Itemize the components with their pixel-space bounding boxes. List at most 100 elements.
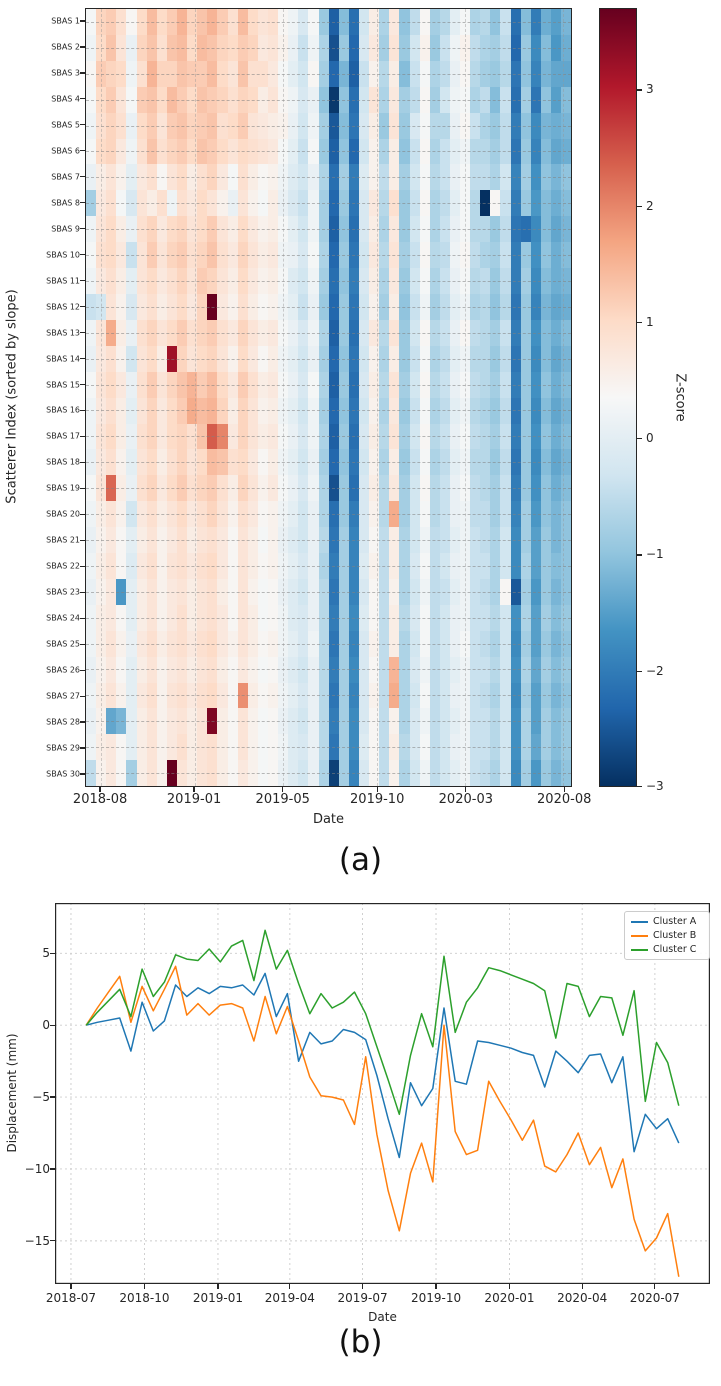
heatmap-cell (551, 578, 562, 605)
heatmap-cell (176, 553, 188, 579)
heatmap-cell (227, 553, 238, 579)
heatmap-cell (278, 9, 289, 35)
heatmap-cell (358, 190, 370, 217)
heatmap-cell (136, 164, 147, 191)
heatmap-cell (237, 371, 248, 398)
heatmap-cell (278, 268, 289, 294)
heatmap-cell (399, 242, 410, 269)
heatmap-cell (308, 164, 319, 191)
heatmap-cell (470, 397, 481, 424)
heatmap-cell (480, 60, 491, 87)
heatmap-cell (116, 345, 127, 372)
heatmap-cell (439, 138, 450, 165)
heatmap-cell (146, 216, 157, 243)
heatmap-cell (136, 60, 147, 87)
heatmap-cell (227, 397, 238, 424)
heatmap-cell (510, 708, 521, 735)
heatmap-cell (409, 682, 420, 709)
heatmap-cell (490, 708, 501, 735)
heatmap-cell (328, 527, 339, 554)
heatmap-cell (379, 9, 390, 35)
heatmap-cell (500, 423, 511, 450)
heatmap-cell (247, 760, 258, 787)
line-chart-plot-area (55, 903, 710, 1284)
heatmap-cell (197, 112, 208, 139)
heatmap-cell (399, 216, 410, 243)
heatmap-cell (257, 475, 268, 502)
heatmap-cell (298, 216, 309, 243)
heatmap-cell (439, 760, 450, 787)
heatmap-cell (520, 216, 531, 243)
heatmap-cell (308, 216, 319, 243)
legend-item: Cluster B (631, 930, 703, 941)
heatmap-cell (288, 397, 299, 424)
heatmap-cell (439, 527, 450, 554)
heatmap-cell (358, 397, 370, 424)
heatmap-cell (176, 345, 188, 372)
colorbar-tick-mark (637, 554, 642, 556)
heatmap-cell (470, 656, 481, 683)
heatmap-cell (257, 449, 268, 476)
heatmap-cell (338, 449, 349, 476)
heatmap-cell (328, 475, 339, 502)
heatmap-cell (106, 449, 117, 476)
heatmap-cell (530, 475, 541, 502)
heatmap-cell (308, 449, 319, 476)
heatmap-cell (146, 397, 157, 424)
heatmap-cell (146, 242, 157, 269)
heatmap-row-label: SBAS 2 (51, 42, 80, 52)
heatmap-cell (308, 708, 319, 735)
heatmap-cell (197, 760, 208, 787)
heatmap-cell (237, 86, 248, 113)
heatmap-row-label: SBAS 7 (51, 172, 80, 182)
heatmap-row (86, 734, 572, 761)
heatmap-cell (247, 86, 258, 113)
heatmap-cell (187, 475, 198, 502)
heatmap-cell (510, 682, 521, 709)
heatmap-cell (470, 9, 481, 35)
heatmap-cell (197, 345, 208, 372)
heatmap-cell (237, 164, 248, 191)
heatmap-cell (369, 760, 380, 787)
heatmap-cell (409, 293, 420, 320)
heatmap-cell (520, 242, 531, 269)
heatmap-cell (460, 190, 471, 217)
heatmap-cell (551, 423, 562, 450)
heatmap-cell (439, 630, 450, 657)
heatmap-cell (470, 268, 481, 294)
heatmap-cell (530, 501, 541, 528)
heatmap-cell (338, 656, 349, 683)
heatmap-cell (318, 734, 329, 761)
heatmap-cell (500, 501, 511, 528)
heatmap-cell (126, 86, 137, 113)
heatmap-cell (136, 553, 147, 579)
heatmap-cell (247, 397, 258, 424)
heatmap-cell (126, 656, 137, 683)
heatmap-cell (187, 734, 198, 761)
heatmap-cell (379, 682, 390, 709)
heatmap-cell (389, 734, 400, 761)
heatmap-cell (187, 527, 198, 554)
heatmap-cell (257, 190, 268, 217)
heatmap-cell (126, 604, 137, 631)
heatmap-cell (288, 553, 299, 579)
heatmap-cell (298, 190, 309, 217)
heatmap-cell (166, 501, 177, 528)
series-line-cluster-a (86, 972, 680, 1159)
heatmap-cell (96, 268, 107, 294)
heatmap-cell (561, 449, 572, 476)
heatmap-y-tick-mark (80, 383, 85, 386)
heatmap-cell (449, 501, 461, 528)
heatmap-cell (96, 164, 107, 191)
heatmap-cell (136, 630, 147, 657)
heatmap-cell (540, 190, 552, 217)
heatmap-cell (136, 760, 147, 787)
heatmap-cell (257, 164, 268, 191)
heatmap-cell (520, 734, 531, 761)
heatmap-cell (166, 656, 177, 683)
heatmap-cell (318, 268, 329, 294)
heatmap-cell (449, 319, 461, 346)
heatmap-cell (449, 656, 461, 683)
heatmap-cell (247, 9, 258, 35)
heatmap-cell (429, 708, 440, 735)
